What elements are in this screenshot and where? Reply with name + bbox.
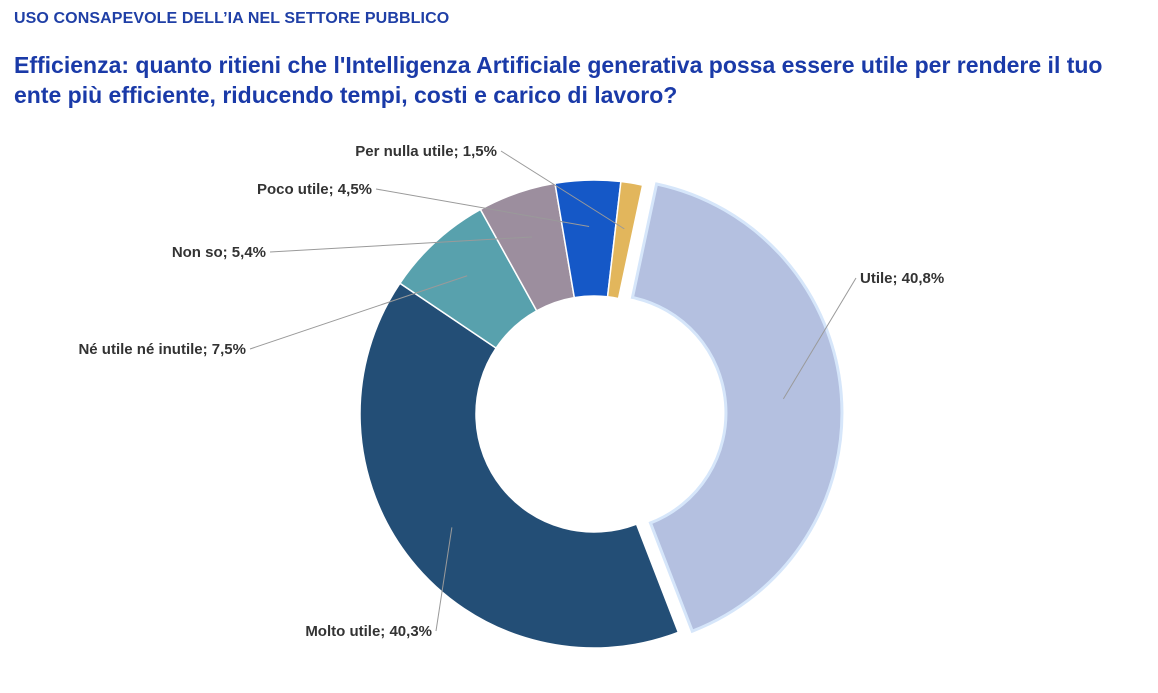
slice-label: Né utile né inutile; 7,5% bbox=[78, 341, 246, 358]
leader-line bbox=[269, 236, 532, 253]
slice-label: Non so; 5,4% bbox=[172, 244, 266, 261]
donut-slices bbox=[359, 179, 844, 649]
slice-per-nulla-utile bbox=[606, 180, 644, 300]
slice-label: Poco utile; 4,5% bbox=[257, 181, 372, 198]
slice-utile bbox=[630, 182, 844, 634]
leader-line bbox=[375, 188, 590, 227]
leader-line bbox=[782, 277, 857, 400]
leader-line bbox=[435, 527, 453, 632]
slice-label: Molto utile; 40,3% bbox=[305, 623, 432, 640]
report-kicker: USO CONSAPEVOLE DELL’IA NEL SETTORE PUBB… bbox=[14, 10, 450, 27]
label-leader-lines bbox=[249, 150, 857, 632]
slice-labels: Utile; 40,8% Molto utile; 40,3% Né utile n… bbox=[78, 143, 944, 640]
chart-title: Efficienza: quanto ritieni che l'Intelli… bbox=[14, 52, 1103, 108]
leader-line bbox=[249, 275, 468, 350]
slice-label: Per nulla utile; 1,5% bbox=[355, 143, 497, 160]
slice-label: Utile; 40,8% bbox=[860, 270, 944, 287]
slice-molto-utile bbox=[359, 282, 680, 649]
leader-line bbox=[500, 150, 625, 230]
